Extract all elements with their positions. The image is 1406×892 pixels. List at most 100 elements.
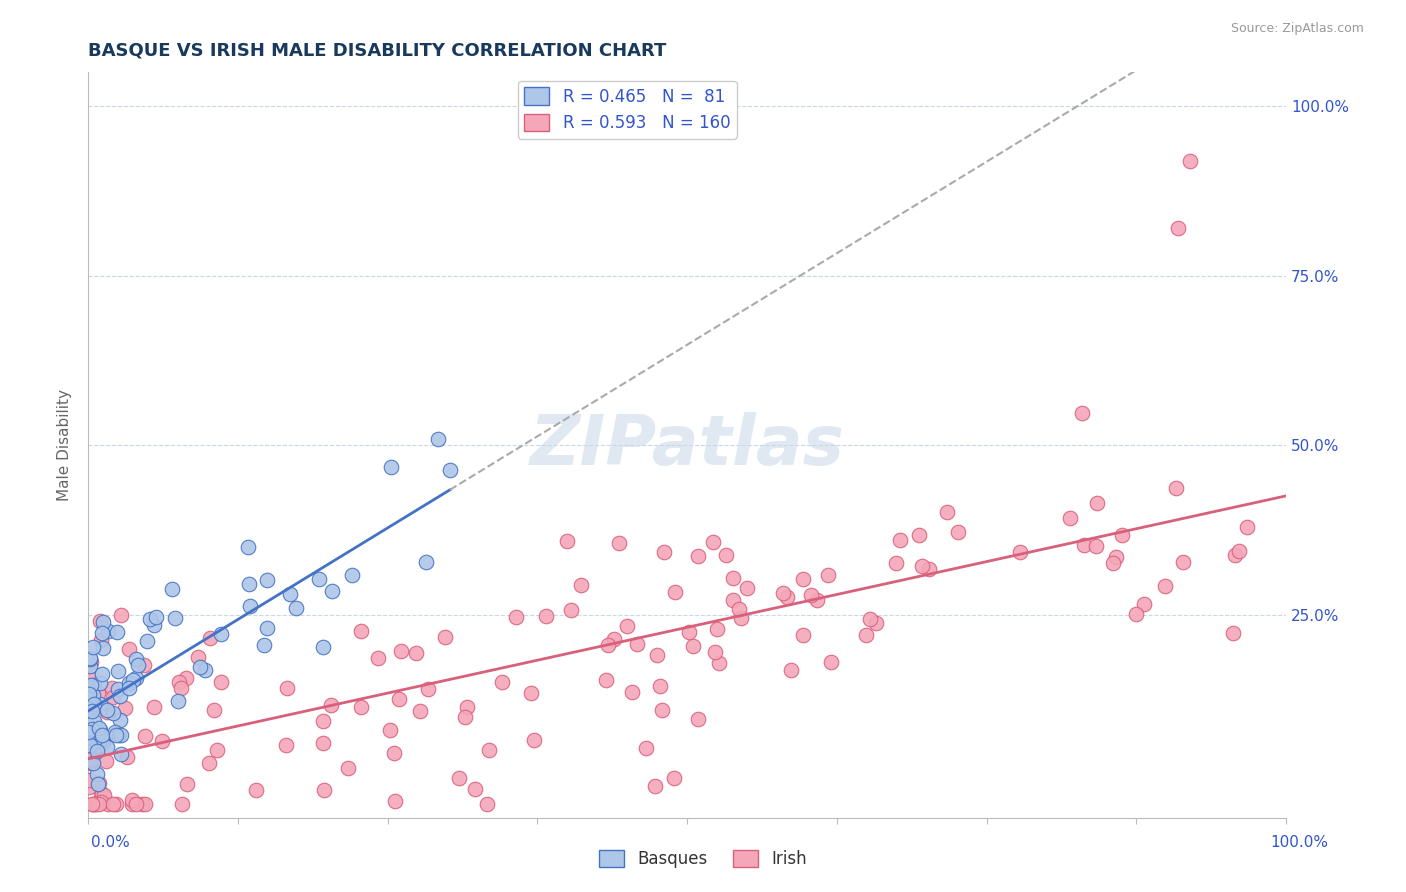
- Point: [160, 582, 183, 596]
- Point: [90, 795, 112, 809]
- Point: [664, 771, 686, 785]
- Point: [110, 728, 132, 742]
- Point: [721, 593, 744, 607]
- Point: [77, 682, 100, 697]
- Point: [946, 524, 969, 539]
- Point: [792, 628, 814, 642]
- Point: [621, 685, 644, 699]
- Point: [104, 797, 127, 812]
- Point: [644, 779, 666, 793]
- Point: [311, 640, 333, 655]
- Point: [645, 648, 668, 662]
- Point: [447, 771, 470, 785]
- Point: [110, 607, 132, 622]
- Point: [125, 797, 148, 812]
- Point: [89, 721, 111, 735]
- Point: [405, 646, 427, 660]
- Point: [1008, 545, 1031, 559]
- Point: [702, 534, 724, 549]
- Point: [108, 690, 131, 704]
- Point: [340, 567, 363, 582]
- Point: [727, 601, 749, 615]
- Point: [79, 658, 101, 673]
- Point: [312, 736, 335, 750]
- Point: [110, 747, 132, 761]
- Point: [636, 741, 658, 756]
- Point: [908, 527, 931, 541]
- Point: [416, 682, 439, 697]
- Point: [167, 675, 190, 690]
- Point: [650, 679, 672, 693]
- Point: [207, 743, 229, 757]
- Point: [86, 739, 108, 753]
- Point: [83, 678, 105, 692]
- Point: [1153, 579, 1175, 593]
- Point: [124, 652, 146, 666]
- Point: [86, 766, 108, 780]
- Point: [1167, 221, 1189, 235]
- Point: [90, 733, 112, 747]
- Point: [1222, 626, 1244, 640]
- Point: [93, 788, 115, 802]
- Point: [253, 638, 276, 652]
- Point: [350, 624, 373, 638]
- Point: [80, 699, 103, 714]
- Point: [491, 675, 513, 690]
- Point: [87, 686, 110, 700]
- Point: [1171, 555, 1194, 569]
- Point: [83, 797, 105, 812]
- Point: [143, 700, 166, 714]
- Point: [936, 505, 959, 519]
- Point: [80, 655, 103, 669]
- Point: [388, 692, 411, 706]
- Point: [817, 567, 839, 582]
- Point: [87, 797, 110, 812]
- Point: [378, 723, 401, 738]
- Point: [337, 761, 360, 775]
- Point: [91, 728, 114, 742]
- Point: [464, 782, 486, 797]
- Point: [707, 656, 730, 670]
- Point: [86, 777, 108, 791]
- Point: [77, 655, 100, 669]
- Point: [454, 710, 477, 724]
- Point: [77, 723, 100, 738]
- Point: [101, 690, 124, 705]
- Point: [107, 728, 129, 742]
- Point: [651, 703, 673, 717]
- Point: [115, 749, 138, 764]
- Point: [101, 706, 124, 720]
- Point: [706, 622, 728, 636]
- Point: [776, 591, 799, 605]
- Point: [505, 610, 527, 624]
- Point: [90, 667, 112, 681]
- Point: [918, 562, 941, 576]
- Point: [598, 638, 620, 652]
- Point: [245, 782, 267, 797]
- Point: [820, 655, 842, 669]
- Point: [439, 463, 461, 477]
- Point: [86, 725, 108, 739]
- Point: [1111, 528, 1133, 542]
- Point: [1178, 153, 1201, 168]
- Point: [82, 756, 104, 770]
- Point: [382, 747, 405, 761]
- Point: [150, 734, 173, 748]
- Point: [121, 673, 143, 687]
- Point: [176, 671, 198, 685]
- Legend: R = 0.465   N =  81, R = 0.593   N = 160: R = 0.465 N = 81, R = 0.593 N = 160: [517, 81, 737, 139]
- Point: [89, 633, 111, 648]
- Point: [172, 797, 194, 812]
- Point: [77, 671, 100, 685]
- Point: [82, 722, 104, 736]
- Point: [105, 625, 128, 640]
- Point: [1236, 520, 1258, 534]
- Point: [82, 797, 104, 812]
- Point: [107, 664, 129, 678]
- Point: [80, 753, 103, 767]
- Point: [91, 735, 114, 749]
- Point: [456, 700, 478, 714]
- Point: [80, 756, 103, 770]
- Point: [80, 678, 103, 692]
- Point: [569, 577, 592, 591]
